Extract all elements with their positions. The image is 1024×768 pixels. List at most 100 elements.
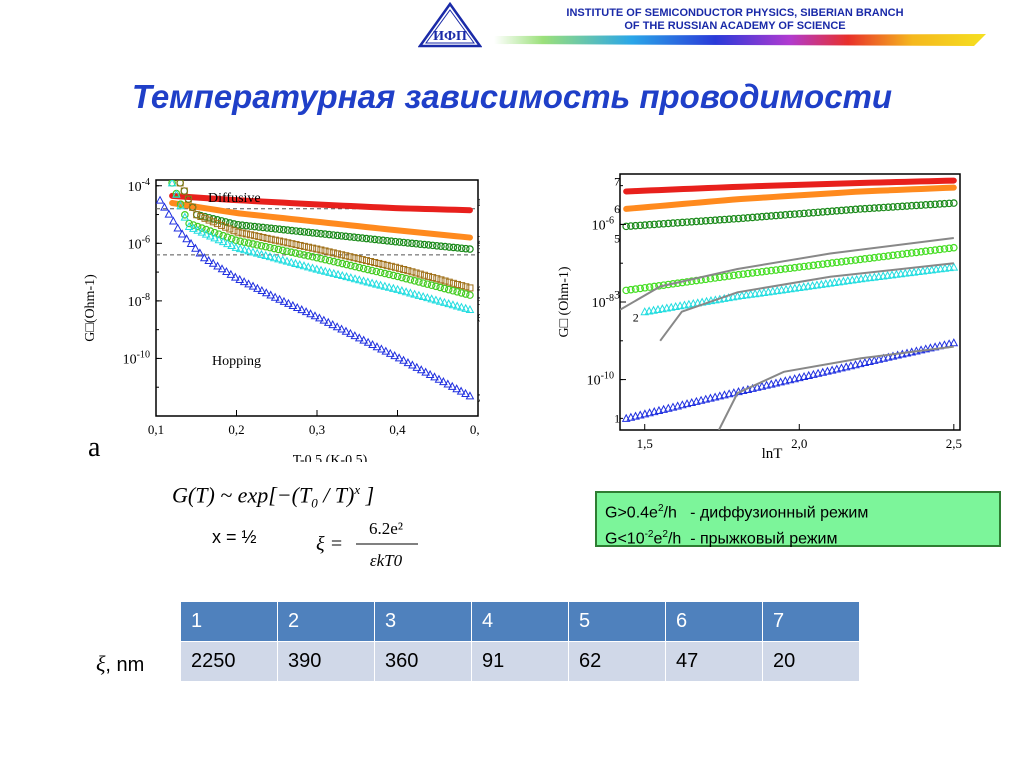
data-point <box>940 245 949 253</box>
data-point <box>350 274 360 283</box>
data-point <box>931 246 939 254</box>
data-point <box>744 269 752 278</box>
data-point <box>271 224 280 233</box>
data-point <box>454 280 462 288</box>
series-label-1: 1 <box>614 411 620 425</box>
data-point <box>420 271 428 279</box>
data-point <box>199 253 209 262</box>
data-point <box>750 289 760 298</box>
data-point <box>282 256 292 265</box>
data-point <box>809 208 818 217</box>
series-2 <box>640 262 959 316</box>
data-point <box>235 274 245 283</box>
xi-row-label: ξ, nm <box>96 651 144 677</box>
data-point <box>400 266 408 274</box>
series-label-5: 5 <box>614 231 620 245</box>
data-point <box>371 258 379 266</box>
data-point <box>403 358 413 367</box>
data-point <box>795 263 804 271</box>
y-tick-label: 10-6 <box>128 234 150 252</box>
data-point <box>406 288 415 297</box>
data-point <box>809 261 818 270</box>
data-point <box>329 268 339 277</box>
data-point <box>935 200 944 208</box>
data-point <box>772 266 780 274</box>
data-point <box>645 408 654 417</box>
data-point <box>182 234 191 243</box>
data-point <box>180 187 188 195</box>
series-label-6: 6 <box>477 311 480 325</box>
data-point <box>949 262 959 271</box>
data-point <box>210 228 219 237</box>
data-point <box>359 264 368 273</box>
series-line-2 <box>169 200 473 241</box>
data-point <box>842 257 850 266</box>
localization-length-table: 1 2 3 4 5 6 7 2250 390 360 91 62 47 20 <box>180 601 860 682</box>
data-point <box>715 391 725 400</box>
data-point <box>437 276 445 284</box>
data-point <box>193 225 202 234</box>
data-point <box>701 394 711 403</box>
data-point <box>687 397 697 407</box>
data-point <box>300 228 309 236</box>
localization-length-formula: ξ = 6.2e² εkT0 <box>316 519 418 570</box>
data-point <box>448 300 458 309</box>
data-point <box>359 276 368 285</box>
data-point <box>752 382 762 391</box>
data-point <box>734 214 743 223</box>
institute-name: INSTITUTE OF SEMICONDUCTOR PHYSICS, SIBE… <box>500 7 970 33</box>
data-point <box>384 282 394 291</box>
data-point <box>332 322 342 331</box>
data-point <box>337 324 346 333</box>
data-point <box>317 254 325 263</box>
data-point <box>389 271 398 280</box>
data-point <box>678 218 687 227</box>
data-point <box>395 238 404 246</box>
data-point <box>362 234 371 243</box>
data-point <box>795 373 804 382</box>
data-point <box>270 244 279 253</box>
data-point <box>424 241 433 249</box>
data-point <box>249 240 257 248</box>
table-cell: 390 <box>277 641 375 682</box>
data-point <box>447 381 457 390</box>
data-point <box>309 244 317 252</box>
data-point <box>372 342 382 351</box>
data-point <box>306 309 315 318</box>
data-point <box>346 273 356 282</box>
data-point <box>833 258 841 267</box>
data-point <box>706 393 715 402</box>
data-point <box>304 252 313 260</box>
data-point <box>887 270 897 279</box>
data-point <box>776 265 785 274</box>
series-label-3: 3 <box>614 287 620 301</box>
series-7 <box>623 177 957 195</box>
data-point <box>776 377 785 386</box>
data-point <box>269 253 279 262</box>
page-title: Температурная зависимость проводимости <box>131 78 893 115</box>
data-point <box>176 180 184 187</box>
data-point <box>230 227 238 235</box>
data-point <box>780 376 790 385</box>
table-header-cell: 4 <box>471 601 569 642</box>
table-cell: 47 <box>665 641 763 682</box>
regime-legend-box: G>0.4e2/h - диффузионный режим G<10-2e2/… <box>595 491 1001 548</box>
data-point <box>823 207 832 216</box>
data-point <box>814 208 822 217</box>
series-line-7 <box>623 177 957 195</box>
data-point <box>341 232 350 241</box>
data-point <box>317 229 325 238</box>
data-point <box>918 266 928 275</box>
table-cell: 62 <box>568 641 666 682</box>
data-point <box>329 249 337 257</box>
data-point <box>627 285 635 294</box>
institute-logo: ИФП <box>418 2 482 48</box>
data-point <box>734 270 743 279</box>
data-point <box>214 235 224 244</box>
data-point <box>462 244 470 253</box>
data-point <box>333 231 342 240</box>
data-point <box>764 287 773 296</box>
institute-line-1: INSTITUTE OF SEMICONDUCTOR PHYSICS, SIBE… <box>566 7 904 19</box>
data-point <box>935 245 944 254</box>
data-point <box>312 264 322 273</box>
